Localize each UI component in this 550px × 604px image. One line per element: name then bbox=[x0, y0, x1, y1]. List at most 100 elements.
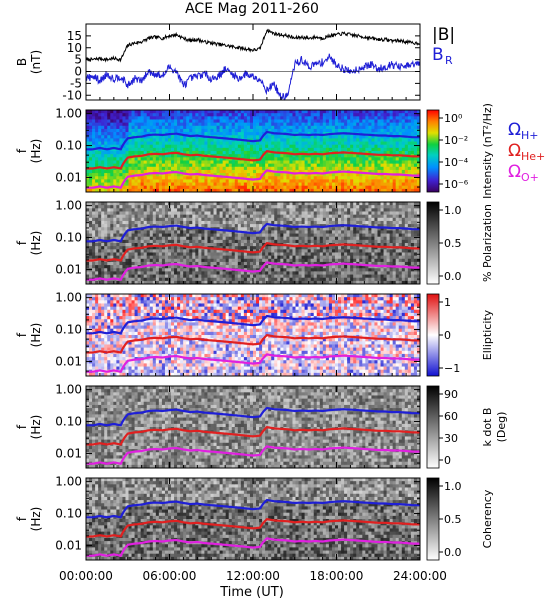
spectrogram-cell bbox=[344, 144, 348, 149]
spectrogram-cell bbox=[222, 141, 227, 146]
spectrogram-cell bbox=[259, 182, 263, 187]
spectrogram-cell bbox=[319, 135, 324, 139]
spectrogram-cell bbox=[125, 243, 129, 247]
spectrogram-cell bbox=[240, 239, 245, 244]
spectrogram-cell bbox=[213, 249, 217, 253]
spectrogram-cell bbox=[207, 252, 211, 257]
spectrogram-cell bbox=[240, 214, 245, 219]
spectrogram-cell bbox=[240, 141, 245, 146]
spectrogram-cell bbox=[201, 236, 205, 241]
spectrogram-cell bbox=[113, 128, 117, 133]
spectrogram-cell bbox=[265, 185, 269, 190]
spectrogram-cell bbox=[137, 271, 142, 275]
spectrogram-cell bbox=[228, 122, 233, 127]
spectrogram-cell bbox=[231, 122, 236, 127]
spectrogram-cell bbox=[222, 227, 227, 231]
spectrogram-cell bbox=[362, 147, 366, 152]
spectrogram-cell bbox=[298, 280, 302, 285]
spectrogram-cell bbox=[413, 116, 418, 120]
spectrogram-cell bbox=[268, 113, 272, 117]
spectrogram-cell bbox=[292, 154, 296, 158]
spectrogram-cell bbox=[292, 116, 296, 120]
spectrogram-cell bbox=[404, 128, 409, 133]
spectrogram-cell bbox=[222, 122, 227, 127]
spectrogram-cell bbox=[407, 157, 412, 161]
spectrogram-cell bbox=[313, 220, 318, 225]
spectrogram-cell bbox=[265, 268, 269, 272]
spectrogram-cell bbox=[240, 119, 245, 124]
spectrogram-cell bbox=[298, 141, 302, 146]
spectrogram-cell bbox=[234, 227, 239, 231]
spectrogram-cell bbox=[113, 236, 117, 241]
spectrogram-cell bbox=[234, 217, 239, 222]
spectrogram-cell bbox=[174, 205, 178, 209]
spectrogram-cell bbox=[307, 151, 312, 155]
spectrogram-cell bbox=[201, 122, 205, 127]
figure-title: ACE Mag 2011-260 bbox=[185, 1, 319, 17]
spectrogram-cell bbox=[274, 271, 278, 275]
spectrogram-cell bbox=[104, 188, 108, 193]
spectrogram-cell bbox=[113, 176, 117, 180]
spectrogram-cell bbox=[140, 224, 145, 228]
spectrogram-cell bbox=[307, 211, 312, 216]
spectrogram-cell bbox=[377, 122, 381, 127]
spectrogram-cell bbox=[134, 230, 139, 234]
spectrogram-cell bbox=[243, 169, 248, 174]
spectrogram-cell bbox=[359, 160, 363, 165]
spectrogram-cell bbox=[222, 258, 227, 263]
spectrogram-cell bbox=[328, 135, 333, 139]
spectrogram-cell bbox=[310, 138, 315, 142]
spectrogram-cell bbox=[183, 147, 187, 152]
spectrogram-cell bbox=[256, 116, 260, 120]
spectrogram-cell bbox=[161, 173, 166, 177]
spectrogram-cell bbox=[304, 230, 309, 234]
spectrogram-cell bbox=[116, 122, 120, 127]
spectrogram-cell bbox=[271, 160, 275, 165]
spectrogram-cell bbox=[374, 116, 378, 120]
spectrogram-cell bbox=[292, 230, 296, 234]
spectrogram-cell bbox=[195, 154, 199, 158]
spectrogram-cell bbox=[383, 147, 387, 152]
spectrogram-cell bbox=[407, 185, 412, 190]
spectrogram-cell bbox=[134, 277, 139, 282]
spectrogram-cell bbox=[249, 151, 254, 155]
spectrogram-cell bbox=[152, 154, 157, 158]
spectrogram-cell bbox=[365, 173, 369, 177]
spectrogram-cell bbox=[110, 188, 114, 193]
spectrogram-cell bbox=[319, 144, 324, 149]
spectrogram-cell bbox=[149, 151, 154, 155]
spectrogram-cell bbox=[268, 125, 272, 130]
spectrogram-cell bbox=[98, 116, 102, 120]
spectrogram-cell bbox=[143, 239, 148, 244]
spectrogram-cell bbox=[280, 252, 284, 257]
spectrogram-cell bbox=[265, 239, 269, 244]
spectrogram-cell bbox=[380, 185, 384, 190]
spectrogram-cell bbox=[131, 249, 135, 253]
spectrogram-cell bbox=[407, 128, 412, 133]
spectrogram-cell bbox=[125, 113, 129, 117]
spectrogram-cell bbox=[201, 280, 205, 285]
spectrogram-cell bbox=[164, 182, 169, 187]
spectrogram-cell bbox=[404, 116, 409, 120]
spectrogram-cell bbox=[110, 160, 114, 165]
spectrogram-cell bbox=[152, 182, 157, 187]
spectrogram-cell bbox=[301, 217, 306, 222]
spectrogram-cell bbox=[356, 128, 360, 133]
spectrogram-cell bbox=[249, 261, 254, 266]
spectrogram-cell bbox=[186, 113, 190, 117]
spectrogram-cell bbox=[253, 182, 257, 187]
spectrogram-cell bbox=[143, 160, 148, 165]
spectrogram-cell bbox=[86, 280, 90, 285]
spectrogram-cell bbox=[198, 258, 202, 263]
spectrogram-cell bbox=[189, 202, 193, 206]
spectrogram-cell bbox=[189, 166, 193, 171]
spectrogram-cell bbox=[416, 179, 421, 183]
spectrogram-cell bbox=[137, 202, 142, 206]
spectrogram-cell bbox=[268, 141, 272, 146]
spectrogram-cell bbox=[325, 277, 330, 282]
spectrogram-cell bbox=[92, 268, 96, 272]
spectrogram-cell bbox=[295, 173, 299, 177]
spectrogram-cell bbox=[331, 128, 336, 133]
spectrogram-cell bbox=[322, 176, 327, 180]
spectrogram-cell bbox=[359, 138, 363, 142]
